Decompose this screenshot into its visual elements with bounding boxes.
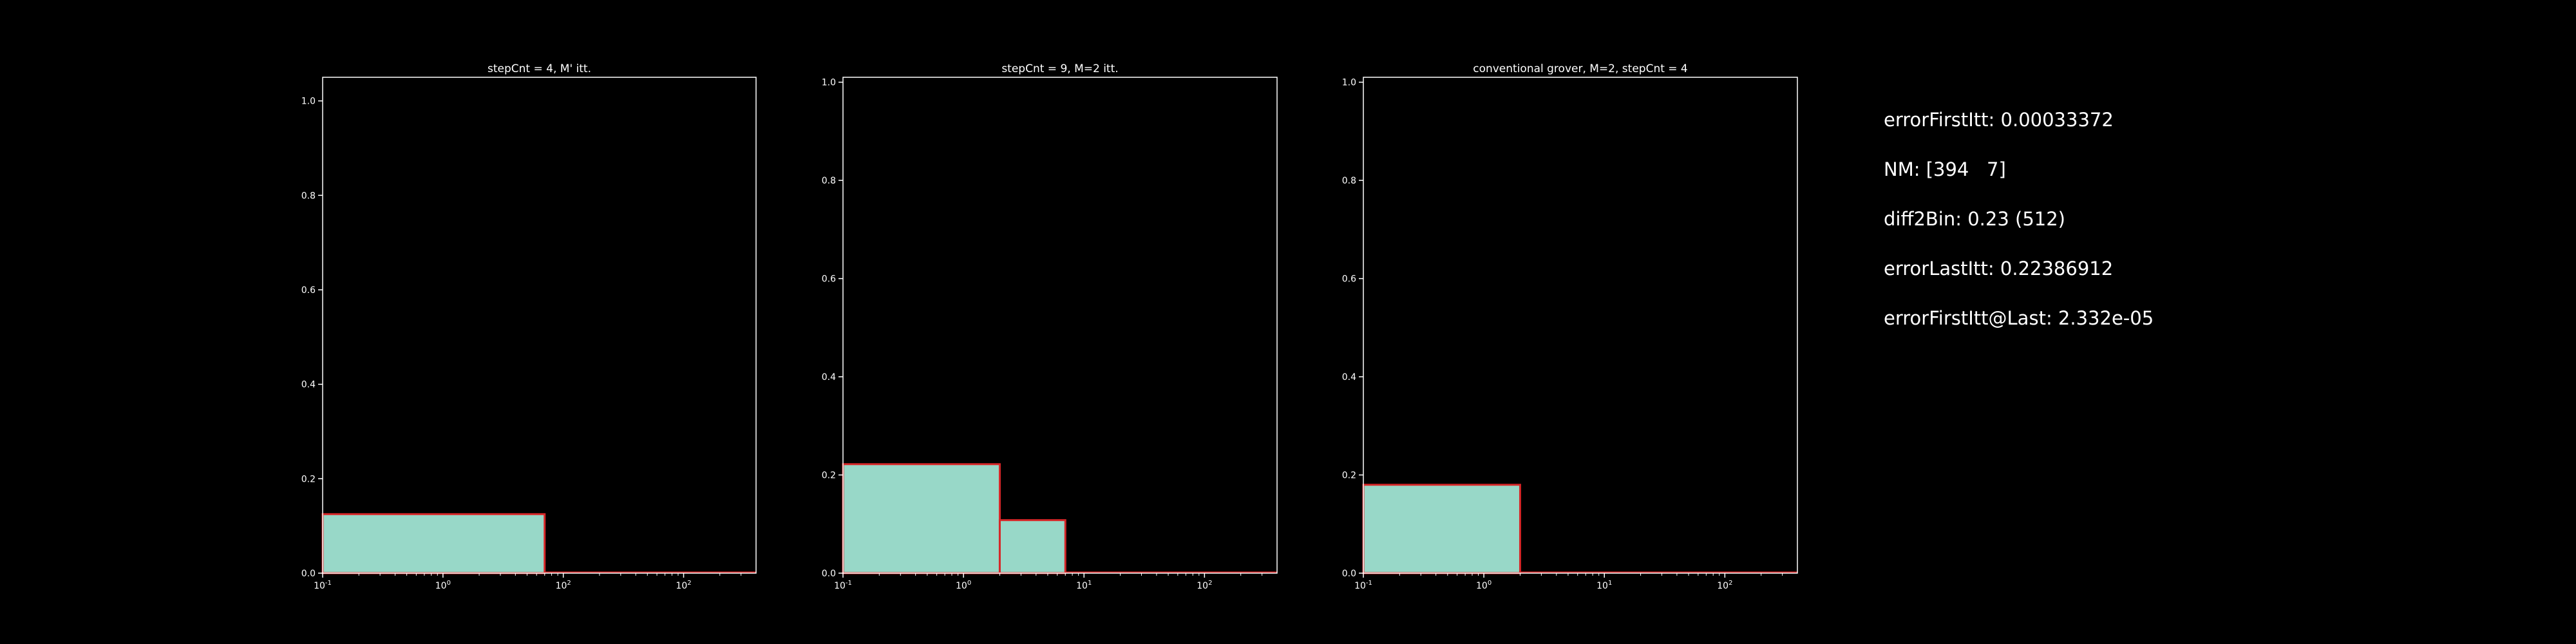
y-tick-label: 0.6 [822,274,836,285]
y-tick-label: 0.6 [1342,274,1356,285]
x-tick-label: 102 [556,580,571,591]
x-tick-label: 102 [1717,580,1732,591]
y-tick-label: 0.2 [301,474,316,484]
x-tick-label: 10-1 [834,580,852,591]
y-tick-label: 0.0 [301,569,316,579]
info-panel: errorFirstItt: 0.00033372 NM: [394 7] di… [1884,0,2528,644]
x-tick-label: 10-1 [314,580,332,591]
y-tick-label: 0.8 [301,191,316,201]
x-tick-label: 100 [956,580,971,591]
chart-title: conventional grover, M=2, stepCnt = 4 [1473,62,1688,75]
axes-frame [842,77,1278,574]
chart-panel-3: conventional grover, M=2, stepCnt = 4 0.0… [1342,62,1798,591]
x-tick-label: 102 [1197,580,1212,591]
chart-panel-2: stepCnt = 9, M=2 itt. 0.0 0.2 0.4 0.6 0.8 1.0 1… [822,62,1278,591]
y-tick-label: 0.8 [822,176,836,186]
histogram-bar [321,513,546,574]
chart-title: stepCnt = 4, M' itt. [488,62,591,75]
y-tick-label: 0.0 [1342,569,1356,579]
y-tick-label: 0.8 [1342,176,1356,186]
x-tick-label: 10-1 [1354,580,1372,591]
nm-text: NM: [394 7] [1884,158,2006,180]
y-tick-label: 1.0 [301,97,316,107]
y-tick-label: 1.0 [1342,78,1356,88]
error-first-itt-at-last-text: errorFirstItt@Last: 2.332e-05 [1884,307,2154,329]
histogram-bar [998,519,1066,574]
y-tick-label: 0.4 [1342,372,1356,383]
diff2bin-text: diff2Bin: 0.23 (512) [1884,208,2065,230]
y-tick-label: 0.6 [301,285,316,296]
histogram-bar [1362,484,1521,574]
x-tick-label: 102 [676,580,691,591]
x-tick-label: 101 [1596,580,1612,591]
chart-title: stepCnt = 9, M=2 itt. [1001,62,1118,75]
histogram-bar [842,463,1001,574]
axes-frame [1363,77,1798,574]
error-first-itt-text: errorFirstItt: 0.00033372 [1884,109,2114,131]
x-tick-label: 100 [1476,580,1492,591]
y-tick-label: 0.4 [822,372,836,383]
y-tick-label: 0.2 [1342,471,1356,481]
x-tick-label: 100 [435,580,451,591]
x-tick-label: 101 [1076,580,1092,591]
y-tick-label: 1.0 [822,78,836,88]
axes-frame [322,77,757,574]
chart-panel-1: stepCnt = 4, M' itt. 0.0 0.2 0.4 0.6 0.8 1.0 10… [301,62,757,591]
error-last-itt-text: errorLastItt: 0.22386912 [1884,258,2114,279]
y-tick-label: 0.2 [822,471,836,481]
y-tick-label: 0.0 [822,569,836,579]
y-tick-label: 0.4 [301,380,316,390]
